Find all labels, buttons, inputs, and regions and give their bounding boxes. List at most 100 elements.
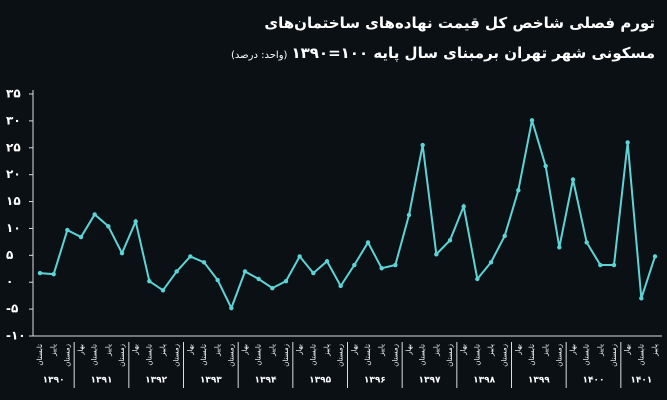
y-tick-label: -۱۰: [6, 329, 26, 343]
x-tick-label: پاییز: [596, 344, 604, 357]
x-tick-label: تابستان: [255, 344, 263, 366]
data-point: [557, 245, 562, 250]
group-label: ۱۳۹۵: [309, 376, 331, 386]
x-tick-label: تابستان: [583, 344, 591, 366]
x-tick-label: بهار: [624, 344, 632, 356]
group-label: ۱۳۹۶: [364, 376, 386, 386]
x-tick-label: تابستان: [364, 344, 372, 366]
data-point: [611, 262, 617, 268]
x-tick-label: زمستان: [282, 344, 290, 367]
data-point: [406, 212, 412, 218]
x-tick-label: پاییز: [214, 344, 222, 357]
x-tick-label: بهار: [186, 344, 194, 356]
x-tick-label: تابستان: [419, 344, 427, 366]
group-label: ۱۳۹۴: [255, 376, 277, 386]
data-point: [160, 288, 166, 293]
chart-title: تورم فصلی شاخص کل قیمت نهاده‌های ساختمان…: [264, 14, 655, 32]
data-point: [174, 269, 179, 274]
group-label: ۱۴۰۰: [583, 376, 605, 386]
y-tick-label: ۳۵: [6, 87, 21, 101]
data-point: [92, 212, 97, 217]
group-label: ۱۳۹۰: [43, 376, 65, 386]
data-point: [379, 266, 384, 271]
data-point: [338, 283, 343, 289]
x-tick-label: پاییز: [323, 344, 331, 357]
x-tick-label: بهار: [569, 344, 577, 356]
x-tick-label: تابستان: [200, 344, 208, 366]
x-tick-label: زمستان: [337, 344, 345, 367]
data-point: [283, 278, 289, 284]
y-tick-label: ۳۰: [6, 113, 21, 127]
x-tick-label: بهار: [77, 344, 85, 356]
data-point: [270, 285, 275, 291]
data-point: [201, 260, 207, 265]
x-tick-label: زمستان: [118, 344, 126, 367]
data-point: [516, 188, 521, 193]
y-tick-label: ۲۰: [6, 167, 21, 181]
data-point: [652, 254, 658, 259]
data-point: [584, 240, 589, 245]
data-point: [229, 305, 234, 311]
data-point: [529, 118, 535, 123]
x-tick-label: بهار: [514, 344, 522, 356]
x-tick-label: بهار: [132, 344, 140, 356]
data-point: [570, 177, 576, 182]
data-point: [420, 142, 425, 148]
x-tick-label: تابستان: [309, 344, 317, 366]
x-tick-label: پاییز: [50, 344, 58, 357]
y-tick-label: ۵: [6, 248, 13, 262]
data-point: [365, 240, 371, 245]
data-point: [133, 219, 138, 224]
x-tick-label: زمستان: [227, 344, 235, 367]
x-tick-label: پاییز: [487, 344, 495, 357]
x-tick-label: زمستان: [391, 344, 399, 367]
data-point: [393, 262, 398, 268]
x-tick-label: بهار: [405, 344, 413, 356]
x-tick-label: پاییز: [651, 344, 659, 357]
data-point: [461, 204, 466, 209]
y-tick-label: ۱۵: [6, 194, 21, 208]
data-point: [488, 260, 494, 265]
group-label: ۱۳۹۹: [528, 376, 550, 386]
data-point: [51, 271, 56, 277]
titles: تورم فصلی شاخص کل قیمت نهاده‌های ساختمان…: [231, 8, 655, 71]
y-tick-label: -۵: [6, 302, 18, 316]
data-point: [324, 259, 330, 264]
x-tick-label: زمستان: [501, 344, 509, 367]
data-point: [352, 262, 357, 268]
data-point: [256, 276, 261, 282]
data-point: [639, 296, 644, 301]
data-point: [598, 262, 603, 268]
data-point: [106, 224, 111, 229]
data-point: [215, 277, 220, 283]
unit-note: (واحد: درصد): [231, 50, 288, 61]
x-tick-label: پاییز: [104, 344, 112, 357]
data-point: [78, 234, 84, 240]
data-point: [434, 252, 439, 257]
x-tick-label: تابستان: [473, 344, 481, 366]
data-point: [297, 254, 302, 259]
group-label: ۱۳۹۱: [91, 376, 113, 386]
data-point: [188, 254, 193, 259]
data-point: [502, 233, 507, 239]
x-tick-label: تابستان: [637, 344, 645, 366]
x-tick-label: بهار: [350, 344, 358, 356]
x-tick-label: زمستان: [173, 344, 181, 367]
x-tick-label: تابستان: [145, 344, 153, 366]
x-tick-label: بهار: [296, 344, 304, 356]
title-line: مسکونی شهر تهران برمبنای سال پایه ۱۰۰=۱۳…: [231, 38, 655, 71]
x-tick-label: بهار: [460, 344, 468, 356]
data-line: [39, 120, 656, 311]
x-tick-label: پاییز: [432, 344, 440, 357]
group-label: ۱۳۹۸: [473, 376, 495, 386]
chart-title-line2: مسکونی شهر تهران برمبنای سال پایه ۱۰۰=۱۳…: [291, 44, 655, 62]
x-tick-label: زمستان: [610, 344, 618, 367]
x-tick-label: پاییز: [159, 344, 167, 357]
y-tick-label: ۰: [6, 275, 13, 289]
x-tick-label: بهار: [241, 344, 249, 356]
group-label: ۱۳۹۷: [419, 376, 441, 386]
x-tick-label: تابستان: [528, 344, 536, 366]
group-label: ۱۳۹۲: [145, 376, 167, 386]
